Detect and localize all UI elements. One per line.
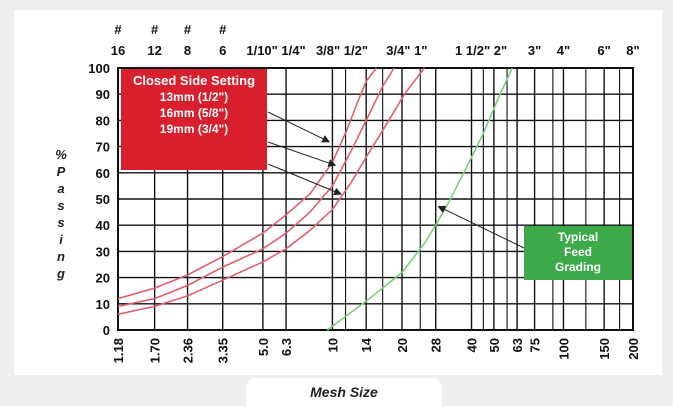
series-line-1 — [117, 67, 378, 300]
x-axis-label-text: Mesh Size — [310, 384, 378, 400]
x-top-tick-label: 3/8" 1/2" — [316, 43, 368, 58]
x-bottom-tick-label: 40 — [465, 338, 480, 352]
x-axis-label: Mesh Size — [246, 378, 442, 406]
annotation-arrow-1 — [267, 111, 331, 143]
x-top-tick-label: 4" — [557, 43, 570, 58]
x-bottom-tick-label: 100 — [556, 338, 571, 360]
x-bottom-tick-label: 75 — [528, 338, 543, 352]
closed-side-title: Closed Side Setting — [132, 73, 256, 88]
y-tick-label: 30 — [96, 244, 110, 259]
feed-label-line-1: Typical — [557, 230, 599, 244]
x-bottom-tick-label: 10 — [325, 338, 340, 352]
x-top-hash-label: # — [219, 22, 227, 37]
series-line-4 — [326, 67, 513, 331]
feed-label-line-3: Grading — [554, 260, 601, 274]
typical-feed-grading-label: Typical Feed Grading — [524, 226, 632, 280]
x-top-tick-label: 3" — [528, 43, 541, 58]
x-top-hash-label: # — [151, 22, 159, 37]
y-tick-label: 90 — [96, 87, 110, 102]
y-axis-label-char: n — [57, 249, 65, 264]
series-line-2 — [117, 67, 395, 308]
x-bottom-tick-label: 5.0 — [256, 338, 271, 356]
x-top-tick-label: 6" — [597, 43, 610, 58]
y-tick-label: 100 — [88, 61, 110, 76]
x-bottom-tick-label: 150 — [597, 338, 612, 360]
y-tick-label: 10 — [96, 297, 110, 312]
y-tick-label: 50 — [96, 192, 110, 207]
legend-item-16mm: 16mm (5/8") — [159, 106, 229, 120]
y-tick-label: 0 — [103, 323, 110, 338]
legend-item-13mm: 13mm (1/2") — [159, 90, 229, 104]
x-bottom-tick-label: 1.18 — [111, 338, 126, 363]
x-bottom-tick-label: 2.36 — [181, 338, 196, 363]
x-bottom-tick-label: 14 — [359, 337, 374, 352]
y-tick-label: 60 — [96, 166, 110, 181]
annotation-arrow-2 — [267, 141, 337, 167]
annotation-arrow-3 — [267, 163, 342, 196]
y-axis-label-char: % — [55, 147, 67, 162]
x-top-tick-label: 3/4" 1" — [386, 43, 427, 58]
annotation-arrow-4 — [437, 205, 525, 249]
x-bottom-tick-label: 3.35 — [216, 338, 231, 363]
x-bottom-tick-label: 50 — [487, 338, 502, 352]
y-axis-label-char: s — [57, 215, 65, 230]
x-top-tick-label: 6 — [219, 43, 226, 58]
x-top-tick-label: 1/10" 1/4" — [246, 43, 305, 58]
y-axis-label-char: i — [59, 232, 63, 247]
x-top-tick-label: 8 — [184, 43, 191, 58]
x-top-tick-label: 12 — [147, 43, 161, 58]
y-axis-label-char: g — [57, 266, 65, 281]
x-top-tick-label: 8" — [626, 43, 639, 58]
x-top-tick-label: 1 1/2" 2" — [455, 43, 507, 58]
x-bottom-tick-label: 63 — [510, 338, 525, 352]
y-axis-label-char: P — [56, 164, 66, 179]
x-bottom-tick-label: 200 — [626, 338, 641, 360]
closed-side-setting-legend: Closed Side Setting 13mm (1/2") 16mm (5/… — [121, 69, 267, 170]
feed-label-line-2: Feed — [563, 245, 592, 259]
y-tick-label: 70 — [96, 140, 110, 155]
x-bottom-tick-label: 20 — [395, 338, 410, 352]
x-top-hash-label: # — [184, 22, 192, 37]
x-bottom-tick-label: 6.3 — [279, 338, 294, 356]
y-axis-label-char: a — [57, 181, 65, 196]
y-tick-label: 80 — [96, 113, 110, 128]
legend-item-19mm: 19mm (3/4") — [159, 122, 229, 136]
series-line-3 — [117, 67, 426, 316]
x-bottom-tick-label: 1.70 — [148, 338, 163, 363]
x-bottom-tick-label: 28 — [429, 338, 444, 352]
y-tick-label: 40 — [96, 218, 110, 233]
y-axis-label-char: s — [57, 198, 65, 213]
y-tick-label: 20 — [96, 271, 110, 286]
x-top-tick-label: 16 — [111, 43, 125, 58]
x-top-hash-label: # — [114, 22, 122, 37]
